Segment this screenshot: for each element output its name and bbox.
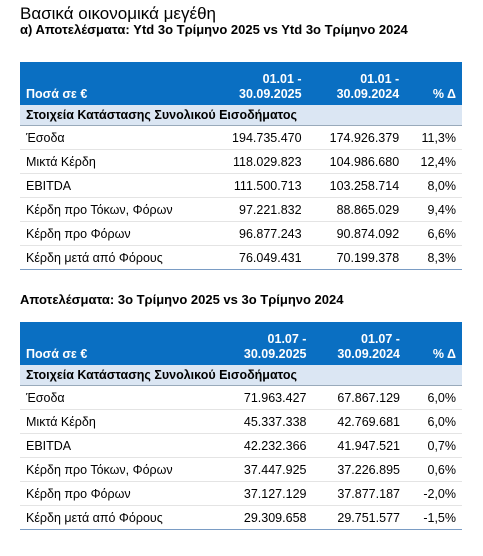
cell: 6,6% bbox=[405, 221, 462, 246]
cell: Κέρδη προ Τόκων, Φόρων bbox=[20, 457, 219, 482]
header-line: 01.07 - bbox=[361, 332, 400, 346]
row: Κέρδη μετά από Φόρους 76.049.431 70.199.37… bbox=[20, 245, 462, 270]
cell: 174.926.379 bbox=[307, 125, 406, 150]
cell: 37.226.895 bbox=[312, 457, 406, 482]
cell: 42.232.366 bbox=[218, 433, 313, 458]
cell: 0,6% bbox=[405, 457, 462, 482]
cell: 0,7% bbox=[405, 433, 462, 458]
column-header: 01.07 -30.09.2024 bbox=[312, 322, 406, 365]
row: Κέρδη προ Φόρων 37.127.129 37.877.187 -2,0% bbox=[20, 481, 462, 506]
cell: 12,4% bbox=[405, 149, 462, 174]
cell: 29.309.658 bbox=[218, 505, 313, 530]
row: Έσοδα 194.735.470 174.926.379 11,3% bbox=[20, 125, 462, 150]
column-header: 01.01 -30.09.2025 bbox=[209, 62, 308, 105]
cell: 90.874.092 bbox=[307, 221, 406, 246]
row: EBITDA 111.500.713 103.258.714 8,0% bbox=[20, 173, 462, 198]
header-line: 01.07 - bbox=[267, 332, 307, 346]
cell: 111.500.713 bbox=[209, 173, 308, 198]
header-line: 01.01 - bbox=[262, 72, 302, 86]
column-header: % Δ bbox=[405, 322, 462, 365]
cell: 88.865.029 bbox=[307, 197, 406, 222]
cell: 103.258.714 bbox=[307, 173, 406, 198]
row: Κέρδη προ Φόρων 96.877.243 90.874.092 6,6% bbox=[20, 221, 462, 246]
cell: 37.127.129 bbox=[218, 481, 313, 506]
row: Έσοδα 71.963.427 67.867.129 6,0% bbox=[20, 385, 462, 410]
cell: Έσοδα bbox=[20, 385, 219, 410]
group-row: Στοιχεία Κατάστασης Συνολικού Εισοδήματο… bbox=[20, 105, 462, 126]
cell: -2,0% bbox=[405, 481, 462, 506]
cell: 104.986.680 bbox=[307, 149, 406, 174]
cell: 70.199.378 bbox=[307, 245, 406, 270]
column-header: Ποσά σε € bbox=[20, 62, 210, 105]
header-line: 30.09.2025 bbox=[243, 347, 307, 361]
row: Μικτά Κέρδη 118.029.823 104.986.680 12,4% bbox=[20, 149, 462, 174]
header-row: Ποσά σε €01.07 -30.09.2025 01.07 -30.09.2… bbox=[20, 322, 462, 365]
cell: 76.049.431 bbox=[209, 245, 308, 270]
cell: 71.963.427 bbox=[218, 385, 313, 410]
cell: Κέρδη μετά από Φόρους bbox=[20, 245, 210, 270]
header-line: 30.09.2024 bbox=[336, 87, 400, 101]
row: EBITDA 42.232.366 41.947.521 0,7% bbox=[20, 433, 462, 458]
cell: 8,0% bbox=[405, 173, 462, 198]
cell: 45.337.338 bbox=[218, 409, 313, 434]
cell: 118.029.823 bbox=[209, 149, 308, 174]
group-label: Στοιχεία Κατάστασης Συνολικού Εισοδήματο… bbox=[20, 365, 462, 386]
cell: 96.877.243 bbox=[209, 221, 308, 246]
cell: 9,4% bbox=[405, 197, 462, 222]
cell: 97.221.832 bbox=[209, 197, 308, 222]
row: Κέρδη προ Τόκων, Φόρων 97.221.832 88.865.0… bbox=[20, 197, 462, 222]
cell: 29.751.577 bbox=[312, 505, 406, 530]
cell: 11,3% bbox=[405, 125, 462, 150]
cell: EBITDA bbox=[20, 173, 210, 198]
cell: 37.877.187 bbox=[312, 481, 406, 506]
column-header: 01.01 -30.09.2024 bbox=[307, 62, 406, 105]
header-line: 30.09.2025 bbox=[239, 87, 302, 101]
header-line: 01.01 - bbox=[360, 72, 400, 86]
row: Κέρδη προ Τόκων, Φόρων 37.447.925 37.226.8… bbox=[20, 457, 462, 482]
column-header: 01.07 -30.09.2025 bbox=[218, 322, 313, 365]
row: Κέρδη μετά από Φόρους 29.309.658 29.751.57… bbox=[20, 505, 462, 530]
column-header: % Δ bbox=[405, 62, 462, 105]
section-title: α) Αποτελέσματα: Ytd 3ο Τρίμηνο 2025 vs … bbox=[20, 22, 408, 37]
group-row: Στοιχεία Κατάστασης Συνολικού Εισοδήματο… bbox=[20, 365, 462, 386]
page-title: Βασικά οικονομικά μεγέθη bbox=[20, 4, 216, 23]
cell: 67.867.129 bbox=[312, 385, 406, 410]
row: Μικτά Κέρδη 45.337.338 42.769.681 6,0% bbox=[20, 409, 462, 434]
header-row: Ποσά σε €01.01 -30.09.2025 01.01 -30.09.2… bbox=[20, 62, 462, 105]
cell: 6,0% bbox=[405, 409, 462, 434]
cell: 41.947.521 bbox=[312, 433, 406, 458]
cell: Κέρδη προ Τόκων, Φόρων bbox=[20, 197, 210, 222]
cell: 194.735.470 bbox=[209, 125, 308, 150]
cell: 8,3% bbox=[405, 245, 462, 270]
cell: Κέρδη προ Φόρων bbox=[20, 221, 210, 246]
cell: Μικτά Κέρδη bbox=[20, 149, 210, 174]
group-label: Στοιχεία Κατάστασης Συνολικού Εισοδήματο… bbox=[20, 105, 462, 126]
cell: 42.769.681 bbox=[312, 409, 406, 434]
cell: -1,5% bbox=[405, 505, 462, 530]
cell: 37.447.925 bbox=[218, 457, 313, 482]
cell: EBITDA bbox=[20, 433, 219, 458]
cell: 6,0% bbox=[405, 385, 462, 410]
table: Ποσά σε €01.01 -30.09.2025 01.01 -30.09.2… bbox=[20, 62, 462, 270]
header-line: 30.09.2024 bbox=[337, 347, 400, 361]
cell: Κέρδη μετά από Φόρους bbox=[20, 505, 219, 530]
column-header: Ποσά σε € bbox=[20, 322, 219, 365]
table: Ποσά σε €01.07 -30.09.2025 01.07 -30.09.2… bbox=[20, 322, 462, 530]
cell: Μικτά Κέρδη bbox=[20, 409, 219, 434]
section-title: Αποτελέσματα: 3ο Τρίμηνο 2025 vs 3ο Τρίμ… bbox=[20, 292, 344, 307]
cell: Έσοδα bbox=[20, 125, 210, 150]
cell: Κέρδη προ Φόρων bbox=[20, 481, 219, 506]
